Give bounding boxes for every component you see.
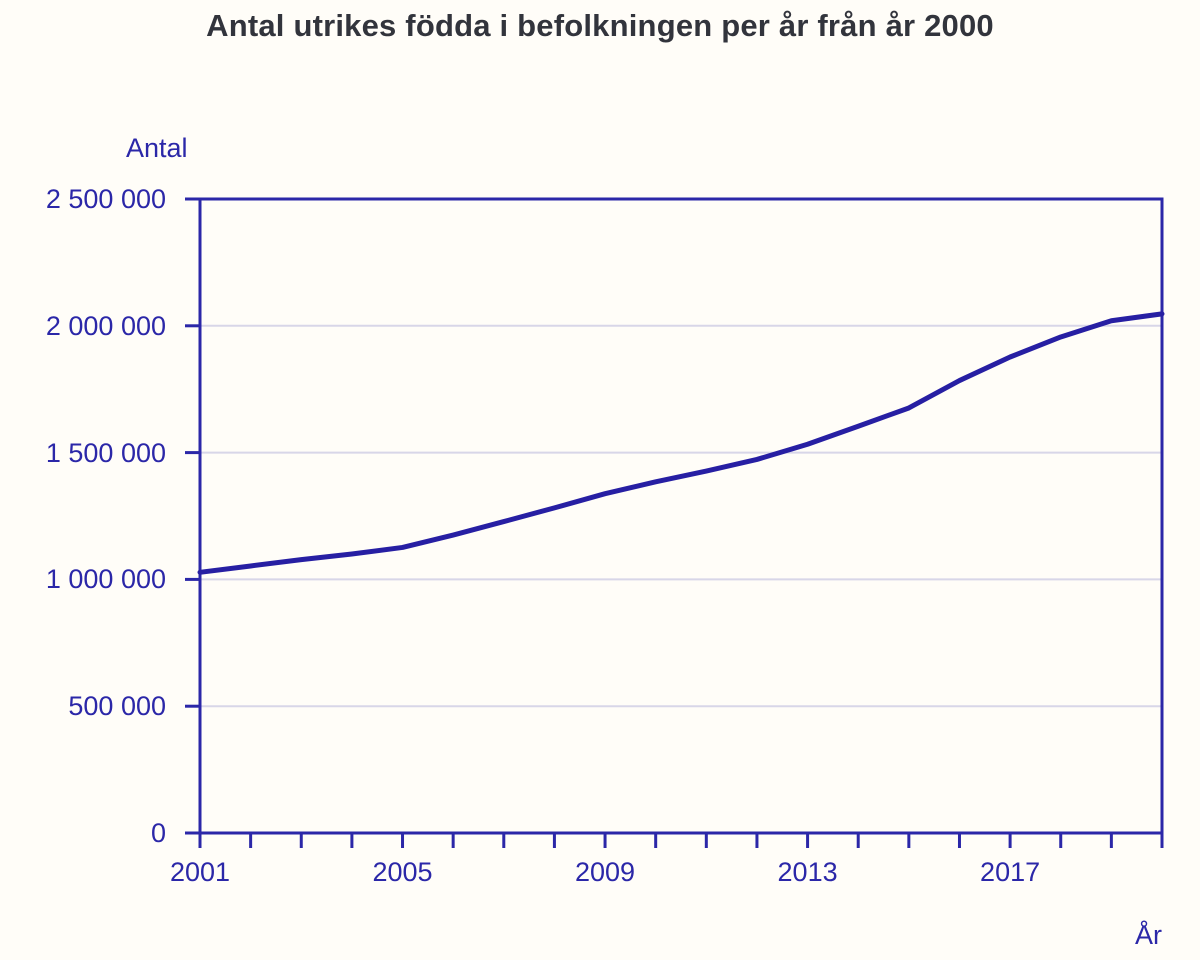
x-axis-title: År (1135, 920, 1162, 950)
plot-frame (198, 197, 1164, 835)
x-tick-label: 2017 (980, 857, 1041, 887)
x-tick-label: 2001 (169, 857, 231, 887)
y-tick-label: 1 500 000 (45, 437, 166, 468)
y-tick-label: 2 500 000 (45, 184, 166, 214)
plot-area (200, 199, 1162, 833)
y-tick-label: 0 (150, 818, 166, 848)
chart-title: Antal utrikes födda i befolkningen per å… (206, 8, 994, 43)
y-tick-label: 1 000 000 (45, 564, 166, 595)
data-line (197, 311, 1165, 575)
y-axis-title: Antal (126, 133, 188, 163)
x-tick-label: 2009 (575, 857, 636, 887)
y-tick-label: 500 000 (68, 691, 166, 722)
y-tick-label: 2 000 000 (45, 310, 166, 341)
x-tick-label: 2005 (372, 857, 433, 887)
x-tick-label: 2013 (777, 857, 838, 887)
